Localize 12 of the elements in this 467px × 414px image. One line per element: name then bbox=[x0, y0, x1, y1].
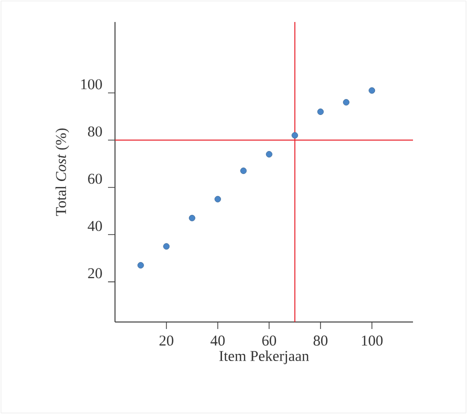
y-tick-label: 100 bbox=[81, 79, 102, 90]
x-tick-label: 100 bbox=[362, 336, 383, 346]
x-tick-label: 20 bbox=[160, 336, 174, 346]
y-tick-label: 20 bbox=[88, 268, 102, 278]
y-axis-title: Total Cost (%) bbox=[56, 128, 70, 216]
x-tick-label: 80 bbox=[314, 336, 328, 346]
x-tick-label: 60 bbox=[262, 336, 276, 346]
y-tick-label: 60 bbox=[88, 174, 102, 184]
y-tick-label: 40 bbox=[88, 220, 102, 232]
x-axis-title: Item Pekerjaan bbox=[219, 350, 309, 364]
x-tick-label: 40 bbox=[210, 336, 225, 346]
y-tick-label: 80 bbox=[88, 126, 102, 137]
